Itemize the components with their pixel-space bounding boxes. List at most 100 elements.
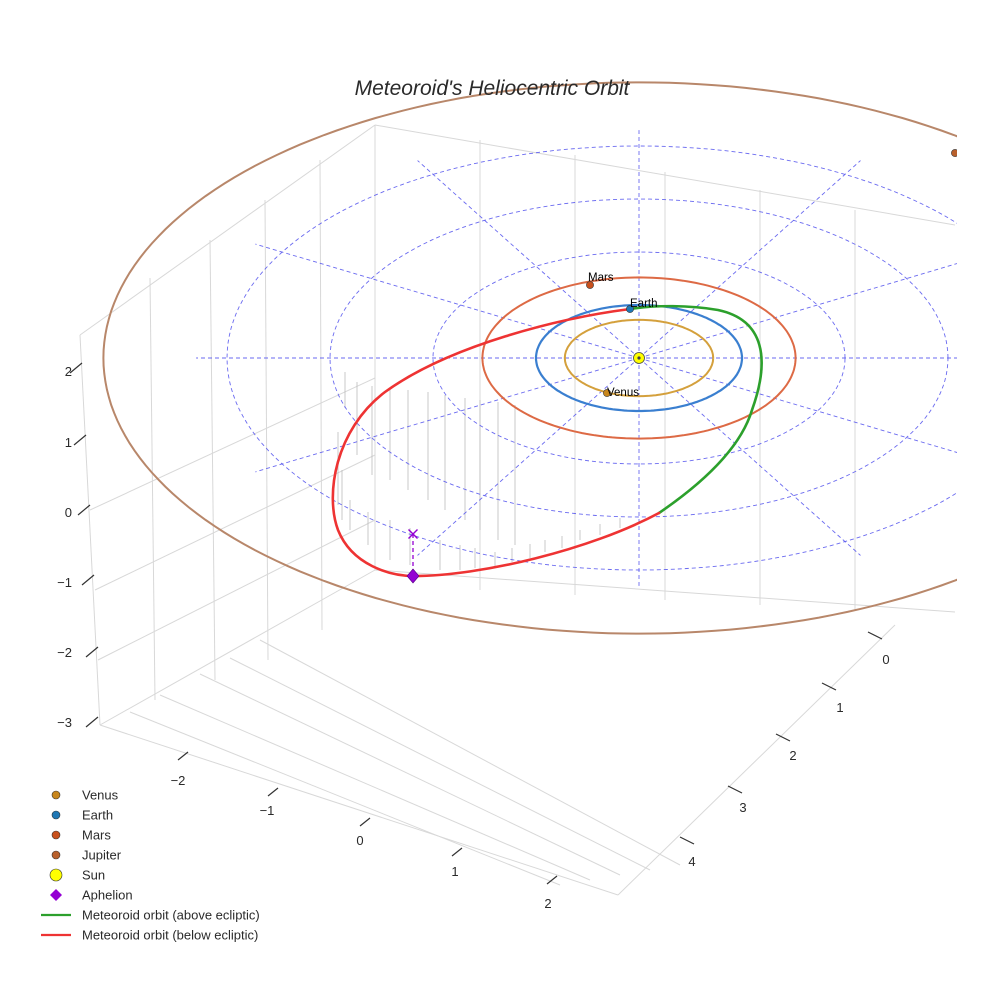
meteoroid-orbit-above xyxy=(628,304,763,515)
ecliptic-spoke xyxy=(638,357,957,453)
mars-orbit xyxy=(481,276,797,440)
venus-orbit xyxy=(563,318,715,398)
venus-label: Venus xyxy=(607,387,639,399)
ecliptic-spoke xyxy=(638,357,861,556)
legend-item-meteoroid-orbit-below-ecliptic[interactable]: Meteoroid orbit (below ecliptic) xyxy=(41,928,258,943)
z-axis-tick xyxy=(69,362,83,374)
ecliptic-spoke xyxy=(417,357,640,556)
y-axis-tick-label: 0 xyxy=(882,652,889,667)
legend-label: Mars xyxy=(82,828,111,843)
grid-line xyxy=(97,519,376,661)
x-axis-tick xyxy=(451,847,463,857)
legend-item-meteoroid-orbit-above-ecliptic[interactable]: Meteoroid orbit (above ecliptic) xyxy=(41,908,260,923)
ecliptic-spoke xyxy=(255,357,640,473)
ecliptic-ring xyxy=(432,251,846,465)
x-axis-tick-label: 2 xyxy=(544,896,551,911)
grid-line xyxy=(259,639,681,866)
grid-line xyxy=(94,454,376,591)
z-axis-tick-label: −1 xyxy=(57,575,72,590)
drop-lines xyxy=(337,372,621,570)
x-axis-tick-label: −1 xyxy=(260,803,275,818)
body-markers: Venus Earth Mars J xyxy=(586,136,976,399)
mars-marker xyxy=(586,281,594,289)
legend-label: Aphelion xyxy=(82,888,133,903)
earth-orbit xyxy=(534,303,744,413)
meteoroid-orbit-below xyxy=(331,307,661,578)
grid-line xyxy=(199,673,621,876)
ecliptic-spoke xyxy=(638,263,957,359)
x-axis-tick xyxy=(177,751,189,761)
grid-line xyxy=(149,277,156,701)
grid-line xyxy=(229,657,651,871)
ecliptic-grid xyxy=(196,130,957,586)
x-axis-tick-label: 0 xyxy=(356,833,363,848)
legend-label: Jupiter xyxy=(82,848,122,863)
legend-item-mars[interactable]: Mars xyxy=(51,828,111,843)
y-axis-tick-label: 3 xyxy=(739,800,746,815)
legend-item-venus[interactable]: Venus xyxy=(51,788,119,803)
mars-label: Mars xyxy=(588,272,614,284)
legend-symbol xyxy=(51,830,61,840)
grid-line xyxy=(319,159,323,631)
legend-label: Meteoroid orbit (below ecliptic) xyxy=(82,928,258,943)
legend-item-earth[interactable]: Earth xyxy=(51,808,113,823)
y-axis-tick xyxy=(679,836,695,845)
ecliptic-spoke xyxy=(255,243,640,359)
z-axis-tick xyxy=(85,716,99,728)
y-axis-tick xyxy=(775,733,791,742)
grid-line xyxy=(209,239,216,681)
y-axis-tick-label: 1 xyxy=(836,700,843,715)
legend-label: Venus xyxy=(82,788,119,803)
z-axis-tick-label: −3 xyxy=(57,715,72,730)
z-axis-tick xyxy=(85,646,99,658)
planet-orbits xyxy=(102,81,957,635)
x-axis-tick xyxy=(267,787,279,797)
grid-line xyxy=(79,334,101,726)
y-axis-tick-label: 2 xyxy=(789,748,796,763)
earth-marker xyxy=(626,305,634,313)
z-axis-tick xyxy=(73,434,87,446)
z-axis-tick-label: 2 xyxy=(65,364,72,379)
grid-line xyxy=(264,199,269,661)
legend-symbol xyxy=(50,889,62,901)
x-axis-tick xyxy=(546,875,558,885)
legend[interactable]: Venus Earth Mars Jupiter Sun Aphelion Meteoroi… xyxy=(41,788,260,943)
y-axis-tick-label: 4 xyxy=(688,854,695,869)
grid-line xyxy=(129,711,561,886)
jupiter-label: J xyxy=(970,136,976,148)
jupiter-marker xyxy=(951,149,957,157)
legend-symbol xyxy=(51,790,61,800)
legend-label: Meteoroid orbit (above ecliptic) xyxy=(82,908,260,923)
axes: −3 −2 −1 0 1 2 −2 −1 0 1 2 0 1 2 3 4 xyxy=(57,362,890,911)
legend-symbol xyxy=(49,868,63,882)
legend-label: Earth xyxy=(82,808,113,823)
aphelion-projection-marker xyxy=(408,529,418,539)
x-axis-tick-label: 1 xyxy=(451,864,458,879)
grid-line xyxy=(79,124,376,336)
earth-label: Earth xyxy=(630,298,658,310)
legend-item-sun[interactable]: Sun xyxy=(49,868,105,883)
chart-title: Meteoroid's Heliocentric Orbit xyxy=(355,77,631,100)
legend-label: Sun xyxy=(82,868,105,883)
y-axis-tick xyxy=(727,785,743,794)
legend-symbol xyxy=(51,810,61,820)
grid-line xyxy=(89,377,376,511)
grid-line xyxy=(99,569,376,726)
scene-grid xyxy=(79,124,956,896)
legend-item-aphelion[interactable]: Aphelion xyxy=(50,888,133,903)
jupiter-orbit xyxy=(102,81,957,635)
grid-line xyxy=(159,694,591,881)
z-axis-tick-label: 1 xyxy=(65,435,72,450)
x-axis-tick xyxy=(359,817,371,827)
legend-item-jupiter[interactable]: Jupiter xyxy=(51,848,122,863)
z-axis-tick-label: −2 xyxy=(57,645,72,660)
x-axis-tick-label: −2 xyxy=(171,773,186,788)
z-axis-tick xyxy=(77,504,91,516)
y-axis-tick xyxy=(867,631,883,640)
z-axis-tick xyxy=(81,574,95,586)
meteoroid-orbit xyxy=(331,304,763,584)
y-axis-tick xyxy=(821,682,837,691)
aphelion-marker xyxy=(406,568,420,584)
